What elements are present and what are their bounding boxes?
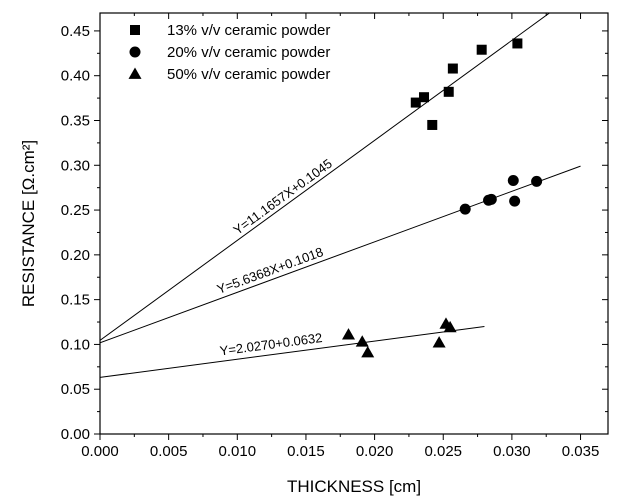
legend-label: 13% v/v ceramic powder bbox=[167, 22, 330, 39]
data-point-circle bbox=[509, 195, 521, 207]
data-point-square bbox=[447, 63, 458, 74]
y-tick-label: 0.45 bbox=[61, 23, 90, 40]
data-point-square bbox=[443, 86, 454, 97]
y-axis-title: RESISTANCE [Ω.cm²] bbox=[19, 140, 38, 307]
data-point-triangle bbox=[443, 320, 457, 333]
plot-frame bbox=[99, 12, 609, 435]
x-tick-label: 0.035 bbox=[562, 443, 600, 460]
y-tick-label: 0.00 bbox=[61, 426, 90, 443]
x-tick-label: 0.015 bbox=[287, 443, 325, 460]
y-tick-label: 0.05 bbox=[61, 381, 90, 398]
y-tick-label: 0.25 bbox=[61, 202, 90, 219]
legend-label: 50% v/v ceramic powder bbox=[167, 66, 330, 83]
fit-equation-circle: Y=5.6368X+0.1018 bbox=[215, 244, 325, 297]
x-tick-label: 0.010 bbox=[219, 443, 257, 460]
data-point-triangle bbox=[355, 335, 369, 347]
axes: 0.000 0.005 0.010 0.015 0.020 0.025 0.030 0.035… bbox=[61, 12, 609, 460]
x-tick-label: 0.030 bbox=[493, 443, 531, 460]
data-point-square bbox=[427, 119, 438, 130]
data-point-triangle bbox=[361, 345, 375, 358]
x-tick-label: 0.000 bbox=[81, 443, 119, 460]
data-point-square bbox=[410, 97, 421, 108]
data-point-circle bbox=[531, 175, 543, 187]
y-tick-label: 0.15 bbox=[61, 292, 90, 309]
x-axis-title: THICKNESS [cm] bbox=[287, 477, 421, 496]
fit-line-circle bbox=[100, 165, 581, 344]
y-tick-label: 0.10 bbox=[61, 336, 90, 353]
fit-line-square bbox=[100, 13, 551, 341]
fit-equation-labels: Y=11.1657X+0.1045 Y=5.6368X+0.1018 Y=2.027… bbox=[215, 156, 335, 359]
fit-lines bbox=[100, 13, 581, 378]
fit-line-triangle bbox=[100, 326, 485, 378]
legend-marker-triangle bbox=[128, 67, 142, 79]
data-point-circle bbox=[485, 193, 497, 205]
x-tick-label: 0.005 bbox=[150, 443, 188, 460]
x-tick-label: 0.025 bbox=[424, 443, 462, 460]
data-point-circle bbox=[459, 203, 471, 215]
data-point-triangle bbox=[342, 328, 356, 340]
legend-marker-circle bbox=[129, 46, 141, 58]
data-point-circle bbox=[507, 175, 519, 187]
fit-equation-triangle: Y=2.0270+0.0632 bbox=[219, 330, 323, 358]
fit-equation-square: Y=11.1657X+0.1045 bbox=[230, 156, 334, 238]
legend-label: 20% v/v ceramic powder bbox=[167, 44, 330, 61]
y-tick-label: 0.30 bbox=[61, 157, 90, 174]
data-points bbox=[342, 38, 543, 358]
legend: 13% v/v ceramic powder 20% v/v ceramic po… bbox=[128, 22, 330, 83]
data-point-square bbox=[512, 38, 523, 49]
y-tick-label: 0.35 bbox=[61, 112, 90, 129]
y-tick-label: 0.40 bbox=[61, 68, 90, 85]
x-tick-label: 0.020 bbox=[356, 443, 394, 460]
legend-marker-square bbox=[130, 25, 140, 35]
data-point-square bbox=[419, 92, 430, 103]
data-point-triangle bbox=[432, 336, 446, 348]
data-point-square bbox=[476, 44, 487, 55]
y-tick-label: 0.20 bbox=[61, 247, 90, 264]
